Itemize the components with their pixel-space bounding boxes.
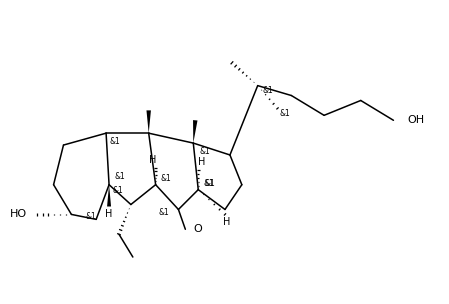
- Text: &1: &1: [109, 136, 120, 146]
- Text: &1: &1: [199, 147, 210, 156]
- Text: H: H: [198, 157, 205, 167]
- Polygon shape: [146, 110, 151, 133]
- Text: &1: &1: [158, 208, 169, 217]
- Text: &1: &1: [204, 179, 215, 188]
- Text: OH: OH: [407, 115, 424, 125]
- Text: &1: &1: [203, 179, 214, 188]
- Text: &1: &1: [112, 186, 123, 195]
- Polygon shape: [193, 120, 198, 143]
- Text: H: H: [149, 155, 156, 165]
- Text: &1: &1: [161, 174, 172, 183]
- Text: O: O: [193, 224, 202, 234]
- Text: &1: &1: [85, 212, 96, 221]
- Text: &1: &1: [114, 172, 125, 181]
- Text: H: H: [106, 209, 113, 219]
- Text: &1: &1: [263, 86, 273, 95]
- Polygon shape: [107, 185, 111, 206]
- Text: HO: HO: [10, 209, 27, 219]
- Text: &1: &1: [279, 109, 290, 118]
- Text: H: H: [223, 217, 231, 227]
